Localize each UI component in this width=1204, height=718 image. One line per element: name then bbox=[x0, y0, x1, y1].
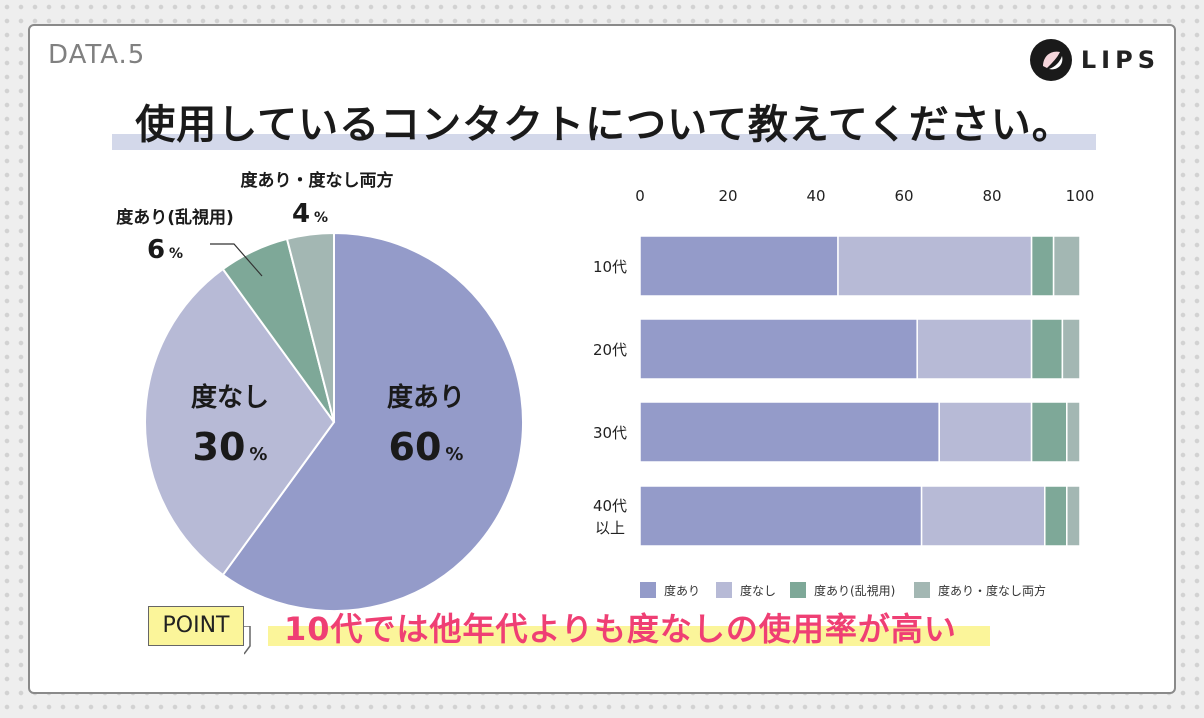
pie-chart: 度あり 60 % 度なし 30 % 度あり(乱視用) 6 % 度あり・度なし両方 4% bbox=[116, 170, 524, 612]
legend-label-1: 度なし bbox=[740, 583, 776, 598]
bar-segment-2-0 bbox=[639, 401, 940, 463]
bar-segment-0-3 bbox=[1052, 235, 1081, 297]
pie-label-3: 度あり・度なし両方 bbox=[241, 170, 394, 191]
page-title: 使用しているコンタクトについて教えてください。 bbox=[135, 102, 1073, 148]
bar-segment-3-0 bbox=[639, 485, 923, 547]
bar-axis-tick-3: 60 bbox=[894, 187, 913, 205]
pie-value-3: 4% bbox=[292, 199, 328, 229]
bar-axis-tick-4: 80 bbox=[982, 187, 1001, 205]
lips-logo-icon bbox=[1029, 39, 1072, 81]
pie-value-1: 30% bbox=[193, 425, 268, 469]
bar-axis-tick-2: 40 bbox=[806, 187, 825, 205]
point-highlight bbox=[268, 626, 990, 646]
legend-label-3: 度あり・度なし両方 bbox=[938, 583, 1046, 598]
pie-slice-0 bbox=[221, 231, 524, 612]
title-underline bbox=[112, 134, 1096, 150]
bar-segment-2-2 bbox=[1030, 401, 1068, 463]
bar-segment-1-0 bbox=[639, 318, 918, 380]
legend-swatch-2 bbox=[790, 582, 806, 598]
bar-segment-0-1 bbox=[837, 235, 1033, 297]
bar-axis-tick-1: 20 bbox=[718, 187, 737, 205]
bar-segment-3-1 bbox=[920, 485, 1046, 547]
bar-segment-2-1 bbox=[938, 401, 1033, 463]
bar-segment-0-2 bbox=[1030, 235, 1055, 297]
legend-swatch-0 bbox=[640, 582, 656, 598]
bar-segment-2-3 bbox=[1066, 401, 1081, 463]
bar-axis-tick-0: 0 bbox=[635, 187, 645, 205]
bar-category-label-0: 10代 bbox=[593, 258, 627, 276]
pie-value-0: 60% bbox=[389, 425, 464, 469]
pie-label-2: 度あり(乱視用) bbox=[116, 207, 234, 228]
legend-label-2: 度あり(乱視用) bbox=[814, 583, 895, 598]
point-connector bbox=[244, 626, 251, 655]
pie-slice-1 bbox=[144, 267, 336, 577]
pie-slice-3 bbox=[285, 231, 335, 423]
bar-segment-1-3 bbox=[1061, 318, 1081, 380]
bar-segment-3-3 bbox=[1066, 485, 1081, 547]
legend-swatch-3 bbox=[914, 582, 930, 598]
lips-logo: LIPS bbox=[1029, 38, 1160, 82]
bar-category-label-2: 30代 bbox=[593, 424, 627, 442]
point-text: 10代では他年代よりも度なしの使用率が高い bbox=[284, 610, 957, 648]
legend-swatch-1 bbox=[716, 582, 732, 598]
data-label: DATA.5 bbox=[48, 40, 146, 70]
bar-axis-tick-5: 100 bbox=[1066, 187, 1095, 205]
bar-category-label-1: 20代 bbox=[593, 341, 627, 359]
bar-segment-1-2 bbox=[1030, 318, 1064, 380]
lips-logo-text: LIPS bbox=[1080, 46, 1160, 74]
pie-leader-line bbox=[210, 243, 263, 277]
pie-label-0: 度あり bbox=[387, 382, 465, 413]
bar-segment-3-2 bbox=[1044, 485, 1068, 547]
bar-segment-0-0 bbox=[639, 235, 839, 297]
bar-category-label-3: 40代以上 bbox=[593, 497, 627, 537]
legend-label-0: 度あり bbox=[664, 583, 700, 598]
pie-label-1: 度なし bbox=[191, 382, 269, 413]
bar-segment-1-1 bbox=[916, 318, 1033, 380]
pie-value-2: 6% bbox=[147, 235, 183, 265]
point-tag: POINT bbox=[148, 606, 244, 646]
